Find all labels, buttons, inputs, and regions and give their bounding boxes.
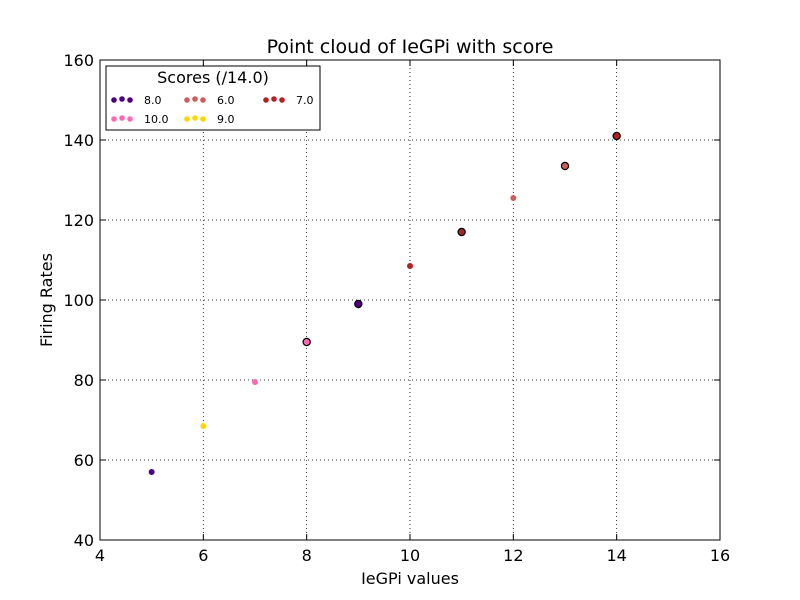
data-point [200, 423, 207, 429]
y-tick-label: 120 [63, 211, 94, 230]
x-tick-label: 10 [400, 546, 420, 565]
legend-marker [200, 116, 206, 122]
legend-marker [184, 97, 190, 103]
data-points [148, 131, 621, 475]
data-point [457, 227, 466, 237]
x-tick-label: 14 [606, 546, 626, 565]
data-point [407, 263, 413, 269]
legend-title: Scores (/14.0) [157, 68, 269, 87]
axis-ticks: 4 6 8 10 12 14 16 40 60 80 100 120 140 160 [63, 51, 730, 565]
grid-lines [99, 59, 721, 541]
legend-label: 10.0 [144, 113, 169, 126]
legend-marker [184, 116, 190, 122]
legend-box [105, 65, 321, 131]
x-tick-label: 12 [503, 546, 523, 565]
legend: Scores (/14.0) 8.0 10.0 6.0 9.0 7.0 [105, 65, 321, 131]
legend-label: 8.0 [144, 94, 162, 107]
x-tick-label: 6 [198, 546, 208, 565]
x-axis-title: IeGPi values [361, 569, 459, 588]
y-tick-label: 100 [63, 291, 94, 310]
legend-label: 7.0 [296, 94, 314, 107]
y-tick-label: 140 [63, 131, 94, 150]
legend-label: 6.0 [217, 94, 235, 107]
data-point [560, 161, 570, 171]
y-tick-label: 80 [74, 371, 94, 390]
data-point [252, 379, 258, 385]
legend-marker [271, 96, 277, 102]
x-tick-label: 16 [710, 546, 730, 565]
chart-title: Point cloud of IeGPi with score [267, 36, 554, 58]
x-tick-label: 8 [302, 546, 312, 565]
legend-marker [111, 97, 117, 103]
data-point [148, 469, 155, 475]
data-point [354, 299, 363, 309]
legend-marker [263, 97, 269, 103]
legend-marker [200, 97, 206, 103]
y-tick-label: 60 [74, 451, 94, 470]
legend-label: 9.0 [217, 113, 235, 126]
data-point [510, 195, 517, 201]
legend-marker [111, 116, 117, 122]
legend-marker [192, 96, 198, 102]
legend-marker [127, 97, 133, 103]
x-tick-label: 4 [95, 546, 105, 565]
y-tick-label: 40 [74, 531, 94, 550]
legend-marker [119, 96, 125, 102]
legend-marker [192, 115, 198, 121]
y-tick-label: 160 [63, 51, 94, 70]
legend-marker [279, 97, 285, 103]
legend-marker [127, 116, 133, 122]
y-axis-title: Firing Rates [37, 253, 56, 347]
data-point [302, 337, 311, 347]
data-point [612, 131, 621, 141]
legend-marker [119, 115, 125, 121]
